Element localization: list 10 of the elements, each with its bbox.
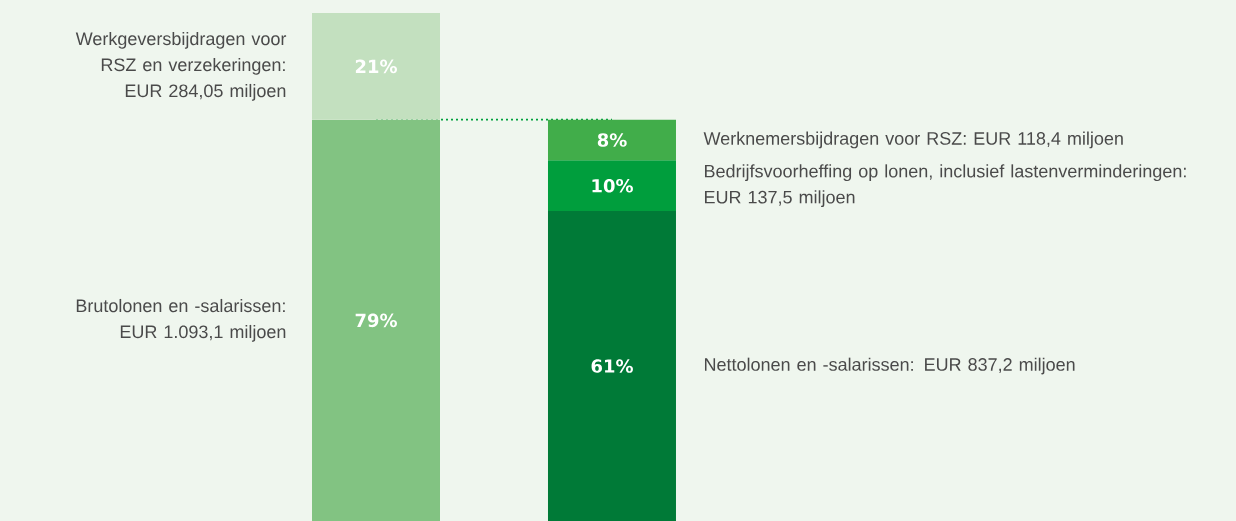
series-label: Brutolonen en -salarissen: EUR 1.093,1 miljoen <box>76 298 286 342</box>
data-label: 61% <box>591 359 633 373</box>
data-label: 10% <box>592 178 633 193</box>
data-label: 21% <box>355 59 397 74</box>
series-label: Nettolonen en -salarissen: EUR 837,2 miljoen <box>705 357 1075 375</box>
series-label: Werkgeversbijdragen voor RSZ en verzekeringen: EUR 284,05 miljoen <box>75 31 287 101</box>
series-label: Bedrijfsvoorheffing op lonen, inclusief lastenverminderingen: EUR 137,5 miljoen <box>705 164 1186 208</box>
data-label: 79% <box>355 313 397 328</box>
series-label: Werknemersbijdragen voor RSZ: EUR 118,4 miljoen <box>703 131 1123 149</box>
data-label: 8% <box>597 133 627 147</box>
